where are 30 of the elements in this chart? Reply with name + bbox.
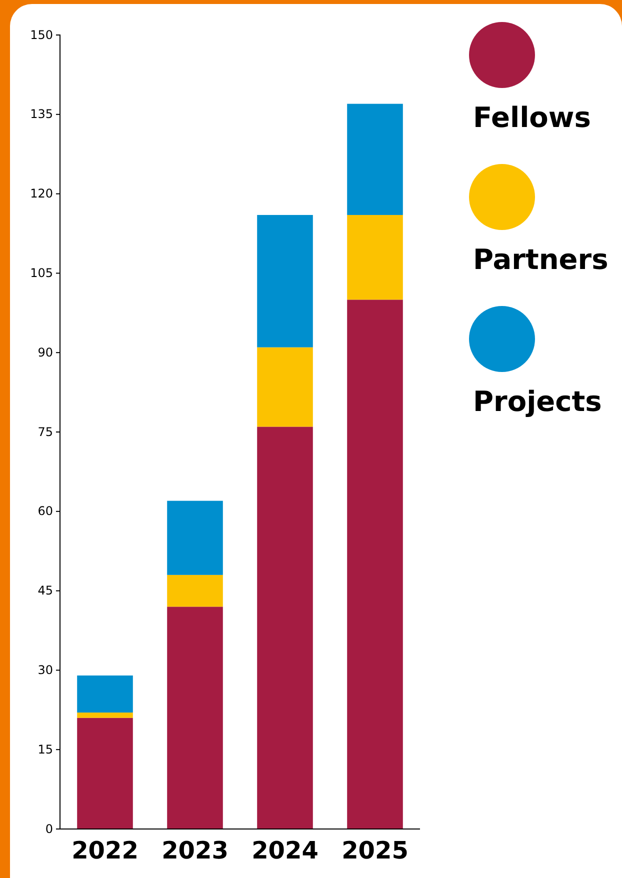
x-tick-label: 2023 <box>162 836 228 864</box>
y-tick-label: 60 <box>38 504 53 518</box>
bar <box>167 606 223 829</box>
bar <box>77 718 133 829</box>
bar <box>257 426 313 829</box>
x-tick-label: 2022 <box>72 836 138 864</box>
y-tick-label: 150 <box>30 28 53 42</box>
y-tick-label: 105 <box>30 266 53 280</box>
bar <box>167 500 223 575</box>
bar <box>167 574 223 607</box>
bar <box>77 712 133 718</box>
y-tick-label: 30 <box>38 663 53 678</box>
bar <box>257 347 313 427</box>
legend-label: Fellows <box>473 101 591 134</box>
y-tick-label: 45 <box>38 584 53 598</box>
y-tick-label: 135 <box>30 107 53 122</box>
bar <box>347 104 403 215</box>
y-tick-label: 120 <box>30 186 53 201</box>
y-tick-label: 90 <box>38 345 53 360</box>
legend-label: Projects <box>473 385 602 418</box>
bar <box>257 214 313 348</box>
bar <box>347 214 403 300</box>
y-tick-label: 75 <box>38 424 53 439</box>
legend-label: Partners <box>473 243 608 276</box>
bar <box>347 300 403 829</box>
x-tick-label: 2024 <box>252 836 318 864</box>
x-tick-label: 2025 <box>342 836 408 864</box>
bar <box>77 675 133 713</box>
y-tick-label: 15 <box>38 742 53 756</box>
y-tick-label: 0 <box>45 822 53 836</box>
